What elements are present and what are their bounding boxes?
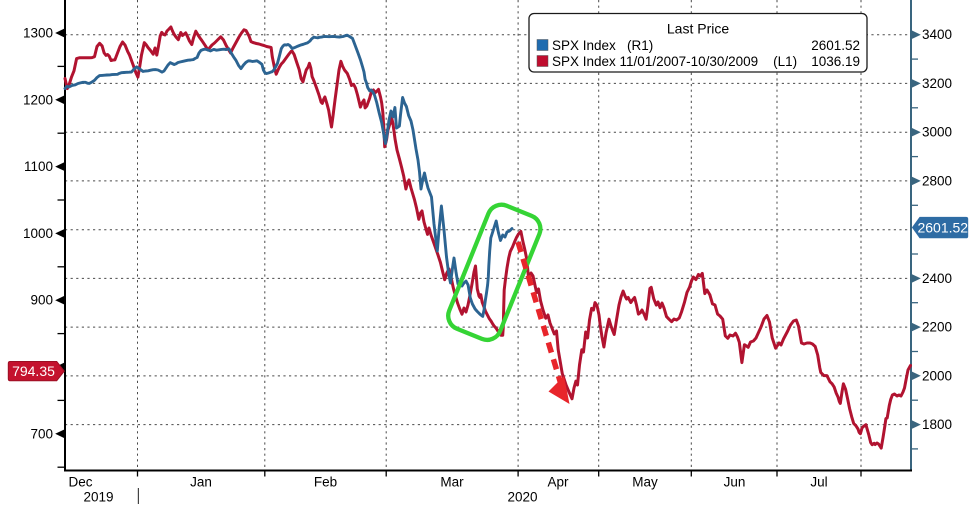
svg-text:3000: 3000 xyxy=(922,125,952,140)
svg-text:2200: 2200 xyxy=(922,320,952,335)
svg-text:SPX Index (R1): SPX Index (R1) xyxy=(552,38,653,53)
svg-text:Mar: Mar xyxy=(440,475,464,490)
svg-text:SPX Index 11/01/2007-10/30/200: SPX Index 11/01/2007-10/30/2009 (L1) xyxy=(552,54,797,69)
svg-text:3200: 3200 xyxy=(922,76,952,91)
svg-text:Jun: Jun xyxy=(724,475,746,490)
svg-text:2601.52: 2601.52 xyxy=(917,219,968,235)
svg-text:Last Price: Last Price xyxy=(667,21,729,37)
svg-text:1000: 1000 xyxy=(23,226,53,241)
svg-text:2019: 2019 xyxy=(83,490,113,505)
svg-text:900: 900 xyxy=(30,293,53,308)
svg-text:1200: 1200 xyxy=(23,92,53,107)
svg-text:1036.19: 1036.19 xyxy=(811,54,860,69)
svg-text:2400: 2400 xyxy=(922,271,952,286)
svg-text:May: May xyxy=(632,475,658,490)
svg-text:2800: 2800 xyxy=(922,173,952,188)
svg-text:1100: 1100 xyxy=(24,159,53,174)
svg-text:794.35: 794.35 xyxy=(12,363,55,379)
svg-text:700: 700 xyxy=(30,426,53,441)
svg-text:3400: 3400 xyxy=(922,27,952,42)
svg-text:Jul: Jul xyxy=(810,475,827,490)
svg-text:1800: 1800 xyxy=(922,417,952,432)
svg-text:Feb: Feb xyxy=(314,475,337,490)
svg-text:Apr: Apr xyxy=(547,475,569,490)
svg-text:1300: 1300 xyxy=(23,26,53,41)
svg-text:Dec: Dec xyxy=(68,475,92,490)
svg-text:Jan: Jan xyxy=(190,475,212,490)
svg-text:2000: 2000 xyxy=(922,368,952,383)
svg-text:2020: 2020 xyxy=(507,490,537,505)
svg-text:2601.52: 2601.52 xyxy=(811,38,860,53)
